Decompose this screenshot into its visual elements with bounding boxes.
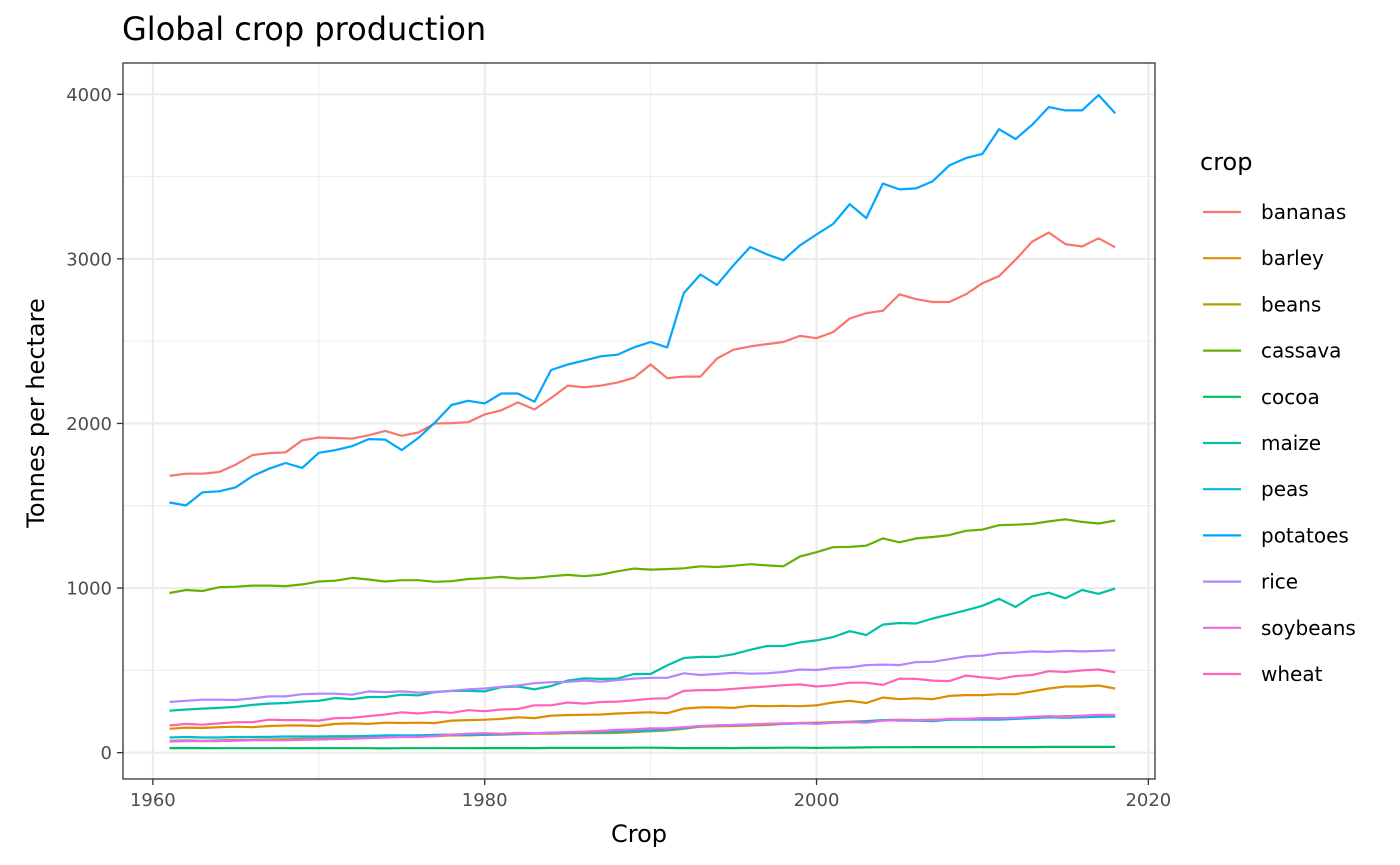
series-line-barley — [169, 684, 1116, 730]
legend-label-bananas: bananas — [1261, 200, 1346, 224]
y-tick-label: 2000 — [66, 414, 112, 435]
series-line-bananas — [169, 231, 1116, 477]
y-tick-label: 0 — [101, 743, 112, 764]
x-tick-label: 2000 — [794, 790, 840, 811]
legend-label-beans: beans — [1261, 292, 1321, 316]
series-line-rice — [169, 649, 1116, 704]
legend-item-maize: maize — [1203, 431, 1321, 455]
x-tick-label: 1980 — [462, 790, 508, 811]
major-gridlines — [123, 63, 1155, 779]
x-axis-title: Crop — [611, 820, 667, 848]
series-line-soybeans — [169, 713, 1116, 743]
legend-item-peas: peas — [1203, 477, 1309, 501]
legend-item-cassava: cassava — [1203, 339, 1341, 363]
legend-label-cassava: cassava — [1261, 339, 1341, 363]
legend-item-cocoa: cocoa — [1203, 385, 1320, 409]
legend-label-soybeans: soybeans — [1261, 616, 1356, 640]
legend-label-potatoes: potatoes — [1261, 523, 1349, 547]
legend-item-rice: rice — [1203, 570, 1298, 594]
legend-label-cocoa: cocoa — [1261, 385, 1320, 409]
legend-item-bananas: bananas — [1203, 200, 1346, 224]
legend-label-peas: peas — [1261, 477, 1309, 501]
legend-label-maize: maize — [1261, 431, 1321, 455]
y-axis-title: Tonnes per hectare — [22, 298, 50, 528]
series-line-potatoes — [169, 93, 1117, 507]
y-tick-label: 4000 — [66, 85, 112, 106]
legend-item-beans: beans — [1203, 292, 1321, 316]
y-axis: 0 1000 2000 3000 4000 — [66, 85, 123, 764]
legend-label-barley: barley — [1261, 246, 1324, 270]
series-line-cocoa — [169, 745, 1116, 750]
plot-panel — [122, 62, 1156, 780]
x-tick-label: 2020 — [1125, 790, 1171, 811]
legend-label-rice: rice — [1261, 570, 1298, 594]
legend-item-wheat: wheat — [1203, 662, 1323, 686]
y-tick-label: 1000 — [66, 579, 112, 600]
legend-label-wheat: wheat — [1261, 662, 1323, 686]
x-tick-label: 1960 — [130, 790, 176, 811]
series-lines — [169, 93, 1117, 750]
legend-item-barley: barley — [1203, 246, 1324, 270]
legend-title: crop — [1200, 148, 1252, 176]
series-line-wheat — [169, 668, 1116, 727]
chart-title: Global crop production — [122, 10, 486, 48]
legend-item-soybeans: soybeans — [1203, 616, 1356, 640]
minor-gridlines — [123, 63, 1155, 779]
y-tick-label: 3000 — [66, 249, 112, 270]
series-line-cassava — [169, 518, 1116, 595]
series-line-maize — [169, 587, 1116, 712]
legend: crop bananas barley beans cassava cocoa maize… — [1200, 148, 1356, 686]
x-axis: 1960 1980 2000 2020 — [130, 779, 1171, 811]
legend-item-potatoes: potatoes — [1203, 523, 1349, 547]
